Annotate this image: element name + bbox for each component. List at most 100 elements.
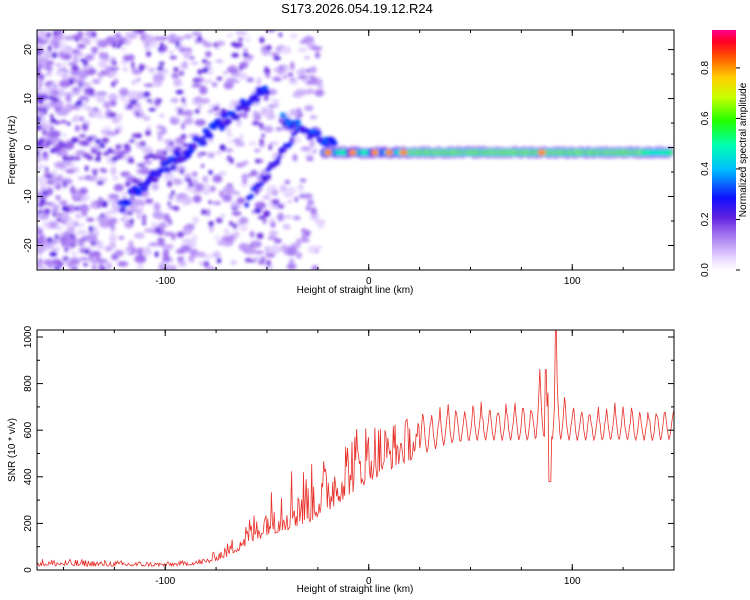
spectrogram-cell [249,193,255,199]
spectrogram-cell [142,248,152,256]
spectrogram-cell [197,105,202,109]
spectrogram-cell [246,173,253,178]
spectrogram-cell [249,259,257,263]
spectrogram-cell [240,182,249,187]
spectrogram-cell [156,66,164,71]
spectrogram-cell [170,98,179,103]
spectrogram-cell [182,50,192,59]
spectrogram-cell [178,70,185,76]
spectrogram-cell [37,150,40,156]
spectrogram-cell [220,213,225,219]
spectrogram-cell [242,52,249,57]
spectrogram-cell [60,212,70,221]
spectrogram-cell [201,59,208,64]
spectrogram-cell [176,231,185,238]
spectrogram-cell [37,124,42,131]
spectrogram-cell [266,188,271,197]
spectrogram-cell [208,109,213,114]
spectrogram-cell [76,229,88,235]
spectrogram-cell [181,122,186,130]
spectrogram-cell [330,140,338,147]
spectrogram-cell [136,247,145,256]
spectrogram-cell [243,106,251,113]
spectrogram-cell [265,45,272,51]
spectrogram-cell [305,80,317,85]
spectrogram-cell [107,148,114,154]
spectrogram-cell [66,226,75,234]
spectrogram-cell [175,41,180,48]
spectrogram-cell [37,66,40,73]
spectrogram-cell [269,230,277,238]
spectrogram-cell [157,167,165,174]
spectrogram-cell [91,51,98,55]
spectrogram-cell [168,218,173,226]
spectrogram-cell [65,94,72,103]
spectrogram-cell [141,213,147,223]
spectrogram-cell [215,59,224,64]
spectrogram-cell [124,32,137,37]
spectrogram-cell [215,217,223,224]
spectrogram-cell [37,36,41,44]
spectrogram-cell [201,209,207,215]
x-tick-label: 0 [366,276,372,287]
spectrogram-cell [81,236,88,243]
spectrogram-cell [162,250,169,258]
spectrogram-cell [126,103,133,110]
x-tick-label: -100 [155,276,175,287]
spectrogram-cell [318,84,324,89]
spectrogram-cell [136,77,141,82]
spectrogram-cell [200,98,210,104]
spectrogram-cell [238,217,249,226]
spectrogram-cell [146,51,151,57]
spectrogram-cell [67,242,77,248]
spectrogram-cell [267,184,277,190]
spectrogram-cell [270,98,277,104]
spectrogram-cell [124,249,131,254]
spectrogram-cell [37,231,42,236]
spectrogram-cell [37,79,44,88]
spectrogram-cell [178,107,183,114]
spectrogram-cell [37,164,47,169]
spectrogram-cell [47,60,54,66]
spectrogram-cell [211,82,218,87]
spectrogram-cell [96,151,102,157]
spectrogram-cell [139,141,146,147]
spectrogram-cell [208,220,214,227]
spectrogram-cell [115,144,122,150]
spectrogram-cell [182,143,188,148]
spectrogram-cell [150,221,159,228]
spectrogram-cell [156,173,162,178]
spectrogram-cell [288,141,294,146]
spectrogram-cell [183,34,193,39]
spectrogram-cell [152,73,165,83]
spectrogram-cell [129,218,134,225]
y-tick-label: 1000 [23,325,34,348]
spectrogram-cell [46,237,54,243]
snr-y-axis-label: SNR (10 * v/v) [7,418,18,482]
spectrogram-cell [148,242,161,247]
spectrogram-cell [180,133,187,139]
spectrogram-cell [298,68,307,76]
spectrogram-cell [45,65,53,72]
spectrogram-cell [244,202,250,208]
spectrogram-cell [70,251,78,257]
spectrogram-cell [117,261,129,267]
spectrogram-cell [178,47,190,52]
spectrogram-cell [159,61,165,66]
spectrogram-cell [194,251,206,258]
spectrogram-cell [110,166,117,176]
spectrogram-cell [55,218,62,222]
spectrogram-cell [100,168,108,173]
spectrogram-cell [161,126,167,135]
spectrogram-cell [272,76,282,82]
x-tick-label: 100 [564,576,581,587]
spectrogram-cell [171,190,175,196]
spectrogram-cell [42,151,49,157]
spectrogram-cell [303,56,310,60]
spectrogram-cell [90,241,96,246]
spectrogram-cell [279,112,287,119]
spectrogram-cell [66,122,71,126]
spectrogram-cell [249,246,256,255]
spectrogram-cell [99,51,105,60]
